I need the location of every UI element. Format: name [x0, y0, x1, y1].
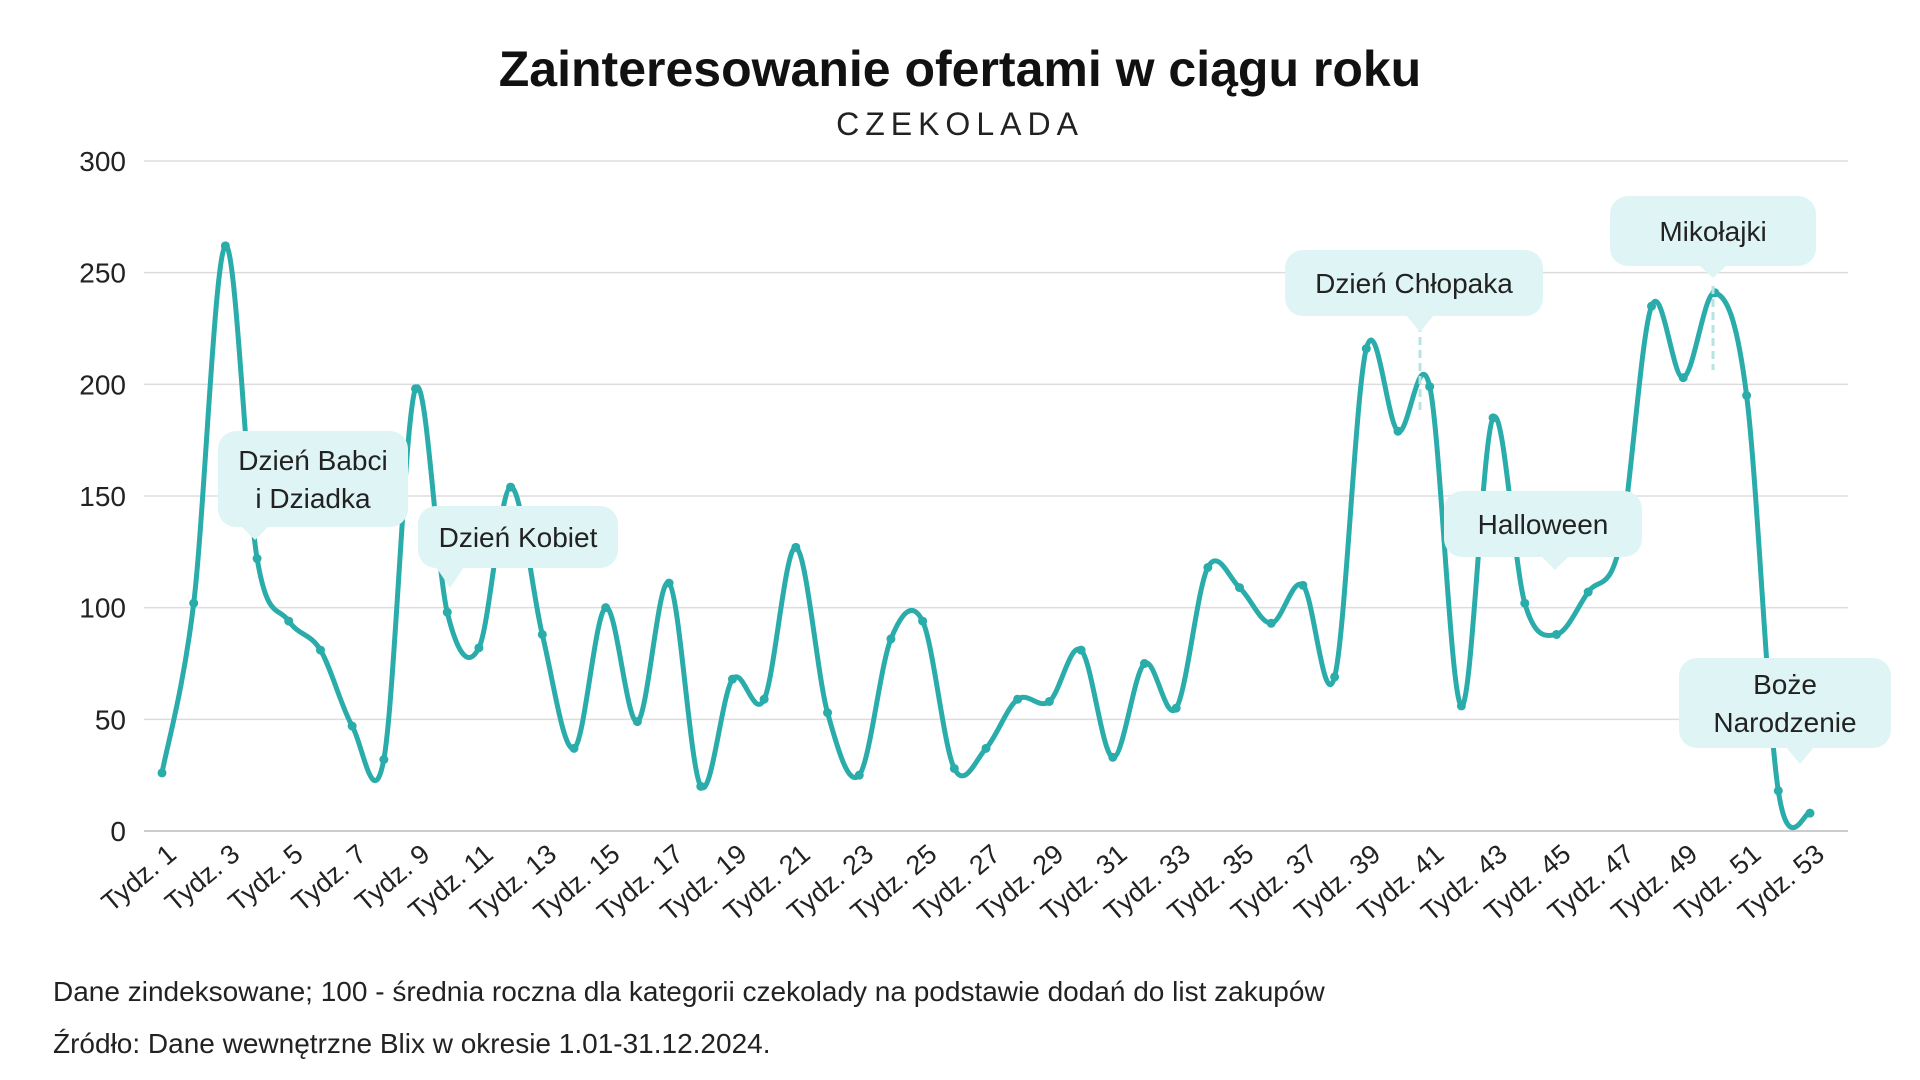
data-point — [918, 616, 928, 626]
data-point — [823, 708, 833, 718]
data-point — [1013, 694, 1023, 704]
data-point — [1361, 344, 1371, 354]
data-point — [949, 763, 959, 773]
data-point — [537, 629, 547, 639]
annotation-bubble — [218, 431, 408, 527]
data-point — [727, 674, 737, 684]
annotation-pointer — [1406, 315, 1434, 332]
data-point — [157, 768, 167, 778]
annotation-bubble — [418, 506, 618, 568]
annotation-label: Dzień Kobiet — [439, 522, 598, 553]
y-tick-label: 300 — [79, 146, 126, 177]
data-point — [1044, 696, 1054, 706]
data-point — [981, 743, 991, 753]
data-point — [759, 694, 769, 704]
annotation-label: i Dziadka — [255, 483, 371, 514]
annotation-label: Mikołajki — [1659, 216, 1766, 247]
data-point — [347, 721, 357, 731]
data-point — [1520, 598, 1530, 608]
index-note: Dane zindeksowane; 100 - średnia roczna … — [53, 976, 1325, 1007]
data-point — [791, 542, 801, 552]
annotation-label: Narodzenie — [1713, 707, 1856, 738]
data-point — [886, 634, 896, 644]
data-point — [569, 743, 579, 753]
data-point — [442, 607, 452, 617]
annotation-callout: Halloween — [1444, 491, 1642, 570]
data-point — [1425, 382, 1435, 392]
y-tick-label: 0 — [110, 816, 126, 847]
y-axis-ticks: 0 50 100 150 200 250 300 — [79, 146, 126, 847]
annotation-pointer — [1699, 265, 1727, 278]
annotation-bubble — [1285, 250, 1543, 316]
data-point — [1330, 672, 1340, 682]
y-tick-label: 50 — [95, 704, 126, 735]
data-point — [854, 770, 864, 780]
data-point — [1139, 659, 1149, 668]
annotation-bubble — [1610, 196, 1816, 266]
annotation-label: Dzień Babci — [238, 445, 387, 476]
data-point — [696, 781, 706, 791]
data-point — [632, 717, 642, 727]
data-point — [1647, 301, 1657, 311]
chart-subtitle: CZEKOLADA — [836, 106, 1084, 142]
data-point — [1488, 413, 1498, 423]
annotation-callout: Dzień Kobiet — [418, 506, 618, 588]
y-tick-label: 100 — [79, 593, 126, 624]
annotation-bubble — [1444, 491, 1642, 557]
data-point — [252, 554, 262, 564]
data-point — [315, 645, 325, 655]
annotation-callout: Mikołajki — [1610, 196, 1816, 370]
y-tick-label: 250 — [79, 258, 126, 289]
data-point — [1235, 583, 1245, 593]
data-point — [1583, 587, 1593, 597]
data-point — [1298, 580, 1308, 590]
data-point — [1393, 426, 1403, 436]
data-point — [411, 384, 421, 394]
annotation-label: Dzień Chłopaka — [1315, 268, 1513, 299]
source-note: Źródło: Dane wewnętrzne Blix w okresie 1… — [53, 1028, 771, 1059]
data-point — [506, 482, 516, 492]
data-point — [474, 643, 484, 653]
data-point — [601, 603, 611, 613]
annotation-label: Halloween — [1478, 509, 1609, 540]
data-point — [1108, 752, 1118, 762]
annotation-callouts: Dzień Babci i Dziadka Dzień Kobiet Dzień Ch… — [218, 196, 1891, 764]
data-point — [379, 755, 389, 765]
data-point — [284, 616, 294, 626]
data-point — [1551, 629, 1561, 639]
data-point — [664, 578, 674, 588]
data-points — [157, 241, 1815, 818]
data-point — [220, 241, 230, 251]
annotation-pointer — [1541, 556, 1569, 570]
y-tick-label: 150 — [79, 481, 126, 512]
data-point — [1456, 701, 1466, 711]
y-tick-label: 200 — [79, 369, 126, 400]
data-point — [189, 598, 199, 608]
annotation-callout: Dzień Chłopaka — [1285, 250, 1543, 410]
annotation-pointer — [1786, 747, 1814, 764]
annotation-pointer — [436, 567, 464, 588]
annotation-callout: Dzień Babci i Dziadka — [218, 431, 408, 540]
data-point — [1171, 703, 1181, 713]
data-point — [1076, 645, 1086, 655]
data-point — [1742, 391, 1752, 400]
data-point — [1805, 808, 1815, 818]
data-point — [1773, 786, 1783, 796]
annotation-bubble — [1679, 658, 1891, 748]
data-point — [1678, 373, 1688, 383]
chart-title: Zainteresowanie ofertami w ciągu roku — [498, 41, 1422, 97]
data-point — [1203, 562, 1213, 572]
annotation-callout: Boże Narodzenie — [1679, 658, 1891, 764]
annotation-pointer — [241, 526, 269, 540]
data-point — [1266, 618, 1276, 628]
annotation-label: Boże — [1753, 669, 1817, 700]
